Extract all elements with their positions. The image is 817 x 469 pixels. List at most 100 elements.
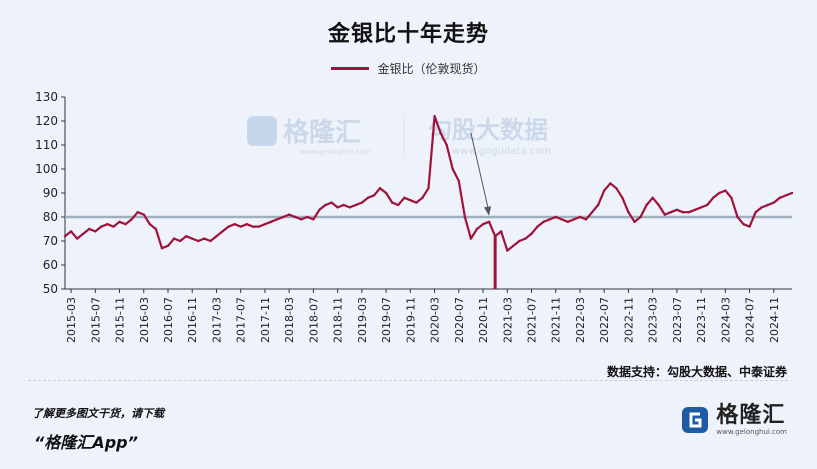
series-point	[191, 237, 194, 240]
y-tick-label: 90	[43, 186, 58, 200]
series-point	[730, 196, 733, 199]
series-point	[790, 191, 794, 195]
series-point	[312, 218, 315, 221]
series-point	[615, 187, 618, 190]
x-tick-label: 2017-07	[235, 297, 248, 343]
series-point	[257, 225, 261, 228]
watermark: 格隆汇 www.gelonghui.com 勾股大数据 www.gogudata…	[247, 114, 551, 158]
chart-panel	[0, 0, 817, 388]
gelonghui-logo-icon	[682, 407, 709, 433]
watermark-right-text: 勾股大数据	[428, 116, 548, 144]
y-tick-label: 110	[35, 138, 58, 152]
footer-cta: 了解更多图文干货，请下载	[32, 407, 164, 420]
x-tick-label: 2024-07	[744, 297, 757, 343]
series-point	[106, 223, 109, 226]
x-tick-label: 2024-03	[719, 297, 732, 343]
y-tick-label: 60	[43, 258, 58, 272]
series-point	[75, 237, 79, 240]
series-point	[251, 225, 255, 228]
series-point	[748, 225, 751, 228]
series-point	[421, 196, 424, 199]
x-tick-label: 2022-03	[574, 297, 587, 343]
series-point	[203, 237, 206, 240]
series-point	[130, 218, 133, 221]
series-point	[269, 220, 273, 223]
x-tick-label: 2020-07	[453, 297, 466, 343]
series-point	[542, 220, 545, 223]
series-point	[699, 206, 703, 209]
x-tick-label: 2016-03	[138, 297, 151, 343]
series-point	[481, 223, 485, 226]
series-point	[457, 179, 460, 183]
x-tick-label: 2020-11	[477, 297, 490, 343]
series-point	[354, 203, 357, 207]
series-point	[197, 239, 200, 243]
x-tick-label: 2024-11	[768, 297, 781, 343]
y-tick-label: 120	[35, 114, 58, 128]
series-point	[724, 189, 727, 192]
series-point	[324, 203, 327, 207]
series-point	[215, 235, 218, 238]
series-point	[409, 199, 412, 202]
series-point	[627, 211, 630, 214]
y-tick-label: 100	[35, 162, 58, 176]
series-point	[669, 211, 673, 214]
series-point	[760, 206, 763, 209]
series-point	[530, 232, 533, 235]
series-point	[572, 218, 576, 221]
series-point	[148, 223, 152, 226]
series-point	[590, 211, 594, 214]
data-source-note: 数据支持：勾股大数据、中泰证券	[606, 365, 787, 379]
series-point	[306, 215, 309, 219]
series-point	[469, 237, 473, 240]
series-point	[560, 218, 563, 221]
series-point	[657, 203, 660, 207]
series-point	[439, 131, 442, 135]
x-tick-label: 2019-03	[356, 297, 369, 343]
series-point	[294, 215, 297, 219]
series-point	[281, 215, 285, 219]
x-tick-label: 2020-03	[429, 297, 442, 343]
x-tick-label: 2019-07	[380, 297, 393, 343]
footer-logo-text: 格隆汇	[716, 403, 786, 428]
x-tick-label: 2016-11	[186, 297, 199, 343]
y-tick-label: 70	[43, 234, 58, 248]
series-point	[378, 187, 382, 190]
x-tick-label: 2018-11	[332, 297, 345, 343]
series-point	[245, 223, 248, 226]
series-point	[712, 196, 715, 199]
chart-title: 金银比十年走势	[327, 22, 489, 47]
series-point	[602, 189, 606, 192]
series-point	[475, 227, 479, 231]
series-point	[227, 225, 230, 228]
series-point	[184, 235, 188, 238]
series-point	[596, 203, 600, 207]
series-point	[506, 249, 509, 252]
y-tick-label: 80	[43, 210, 58, 224]
x-tick-label: 2021-03	[501, 297, 514, 343]
series-point	[160, 247, 164, 250]
series-point	[754, 211, 757, 214]
watermark-logo-icon	[247, 116, 277, 146]
series-point	[287, 213, 291, 216]
x-tick-label: 2022-11	[622, 297, 635, 343]
x-tick-label: 2023-07	[671, 297, 684, 343]
y-tick-label: 50	[43, 282, 58, 296]
x-tick-label: 2017-11	[259, 297, 272, 343]
series-point	[693, 208, 697, 211]
series-point	[645, 203, 648, 207]
x-tick-label: 2021-07	[525, 297, 538, 343]
series-point	[554, 215, 557, 219]
series-point	[681, 211, 685, 214]
series-point	[154, 227, 158, 231]
x-tick-label: 2017-03	[210, 297, 223, 343]
series-point	[390, 201, 394, 204]
footer-app-name: “格隆汇App”	[34, 433, 138, 452]
series-point	[124, 223, 127, 226]
series-point	[512, 244, 515, 247]
series-point	[524, 237, 527, 240]
series-point	[63, 235, 67, 238]
series-point	[112, 225, 115, 228]
series-point	[427, 187, 430, 190]
divider-line	[28, 380, 788, 381]
